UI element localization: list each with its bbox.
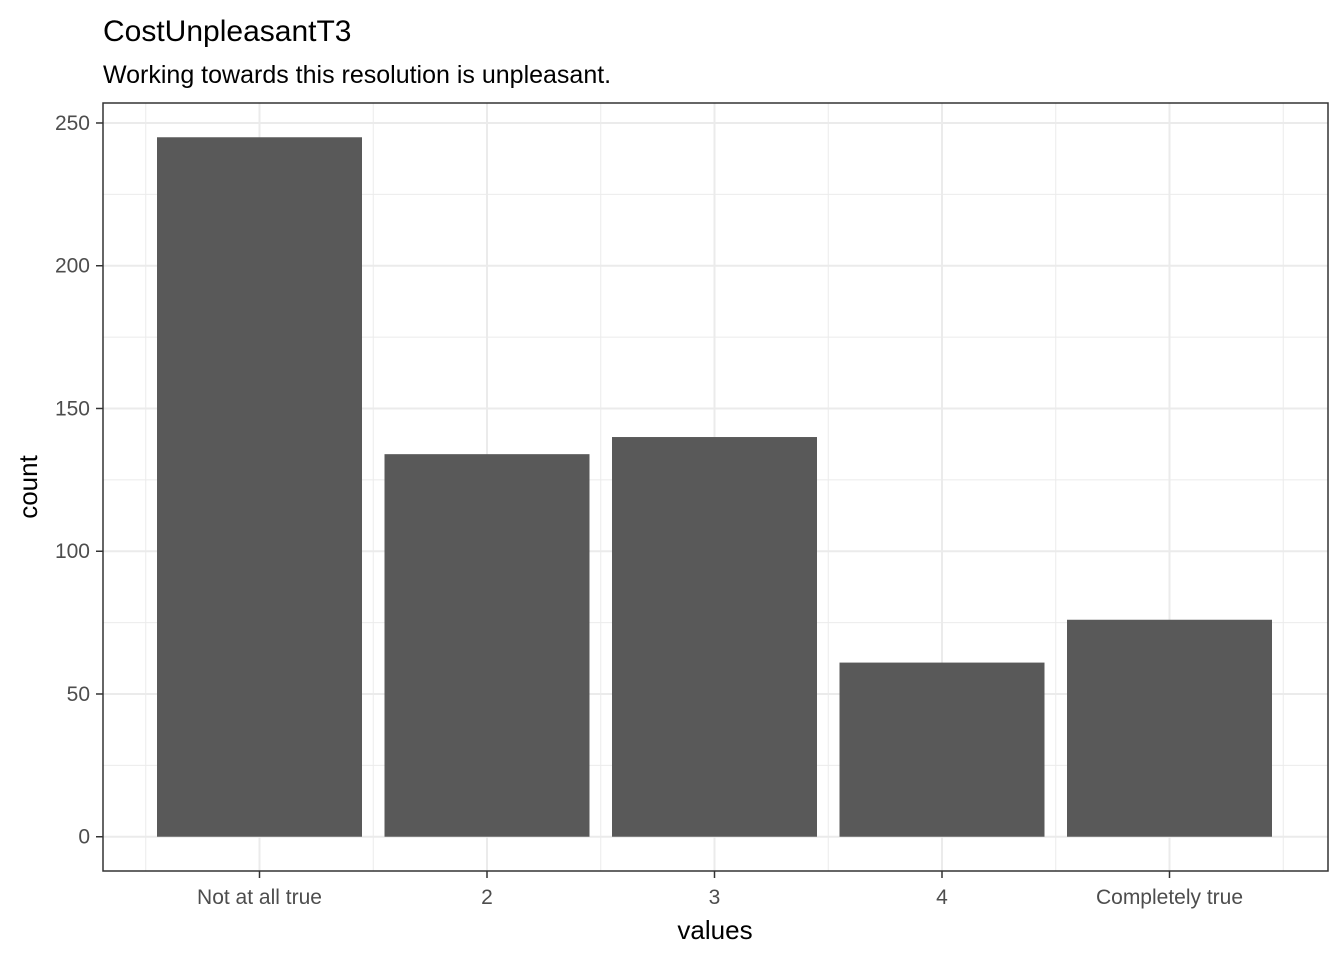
x-tick-label: Completely true bbox=[1096, 886, 1243, 909]
y-tick-label: 250 bbox=[55, 112, 90, 135]
bar bbox=[839, 662, 1045, 837]
chart-title: CostUnpleasantT3 bbox=[103, 15, 351, 48]
bar bbox=[384, 454, 590, 837]
x-tick-label: 2 bbox=[481, 886, 493, 909]
y-tick-label: 50 bbox=[67, 683, 90, 706]
chart-subtitle: Working towards this resolution is unple… bbox=[103, 61, 611, 89]
y-axis-title: count bbox=[13, 454, 43, 518]
y-tick-label: 150 bbox=[55, 397, 90, 420]
y-tick-label: 100 bbox=[55, 540, 90, 563]
x-tick-label: 3 bbox=[709, 886, 721, 909]
x-axis: Not at all true 2 3 4 Completely true bbox=[197, 871, 1243, 909]
panel-border bbox=[102, 102, 1329, 872]
x-axis-title: values bbox=[677, 915, 752, 945]
y-tick-label: 200 bbox=[55, 255, 90, 278]
bar bbox=[612, 437, 817, 837]
y-axis: 0 50 100 150 200 250 bbox=[55, 112, 103, 849]
bar bbox=[1067, 619, 1272, 837]
bars bbox=[157, 137, 1272, 837]
bar bbox=[157, 137, 362, 837]
x-tick-label: 4 bbox=[936, 886, 948, 909]
y-tick-label: 0 bbox=[78, 826, 90, 849]
x-tick-label: Not at all true bbox=[197, 886, 322, 909]
